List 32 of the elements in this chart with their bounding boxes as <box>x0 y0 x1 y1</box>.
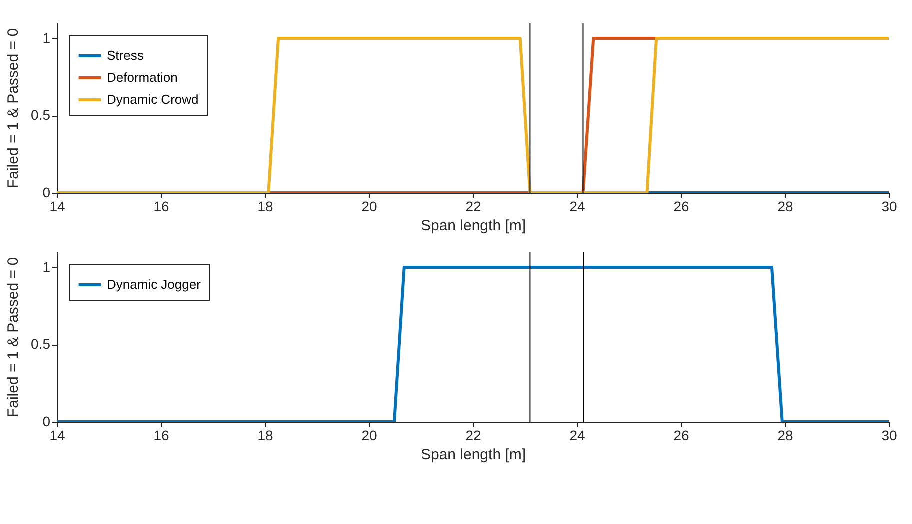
x-tick-label: 18 <box>258 428 274 444</box>
x-tick-label: 22 <box>466 198 482 214</box>
y-axis-title: Failed = 1 & Passed = 0 <box>5 28 22 189</box>
x-tick-label: 30 <box>882 428 898 444</box>
x-tick-label: 20 <box>362 198 378 214</box>
x-tick-label: 28 <box>778 428 794 444</box>
legend-label: Dynamic Crowd <box>107 92 199 107</box>
y-tick-label: 0.5 <box>31 107 51 124</box>
y-tick-label: 1 <box>42 258 51 275</box>
legend-label: Dynamic Jogger <box>107 277 202 292</box>
x-tick-label: 18 <box>258 198 274 214</box>
x-axis-title: Span length [m] <box>420 218 526 234</box>
x-tick-label: 20 <box>362 428 378 444</box>
x-tick-label: 24 <box>570 198 586 214</box>
y-tick-label: 0 <box>42 184 51 200</box>
x-tick-label: 26 <box>674 198 690 214</box>
x-tick-label: 16 <box>154 428 170 444</box>
x-axis-title: Span length [m] <box>420 446 526 464</box>
y-tick-label: 0 <box>42 414 51 430</box>
y-axis-title: Failed = 1 & Passed = 0 <box>5 257 22 418</box>
x-tick-label: 14 <box>50 428 66 444</box>
x-tick-label: 30 <box>882 198 898 214</box>
x-tick-label: 28 <box>778 198 794 214</box>
legend-label: Stress <box>107 48 144 63</box>
y-tick-label: 0.5 <box>31 336 51 352</box>
x-tick-label: 24 <box>570 428 586 444</box>
x-tick-label: 14 <box>50 198 66 214</box>
x-tick-label: 26 <box>674 428 690 444</box>
legend-label: Deformation <box>107 70 178 85</box>
y-tick-label: 1 <box>42 30 51 46</box>
x-tick-label: 16 <box>154 198 170 214</box>
x-tick-label: 22 <box>466 428 482 444</box>
